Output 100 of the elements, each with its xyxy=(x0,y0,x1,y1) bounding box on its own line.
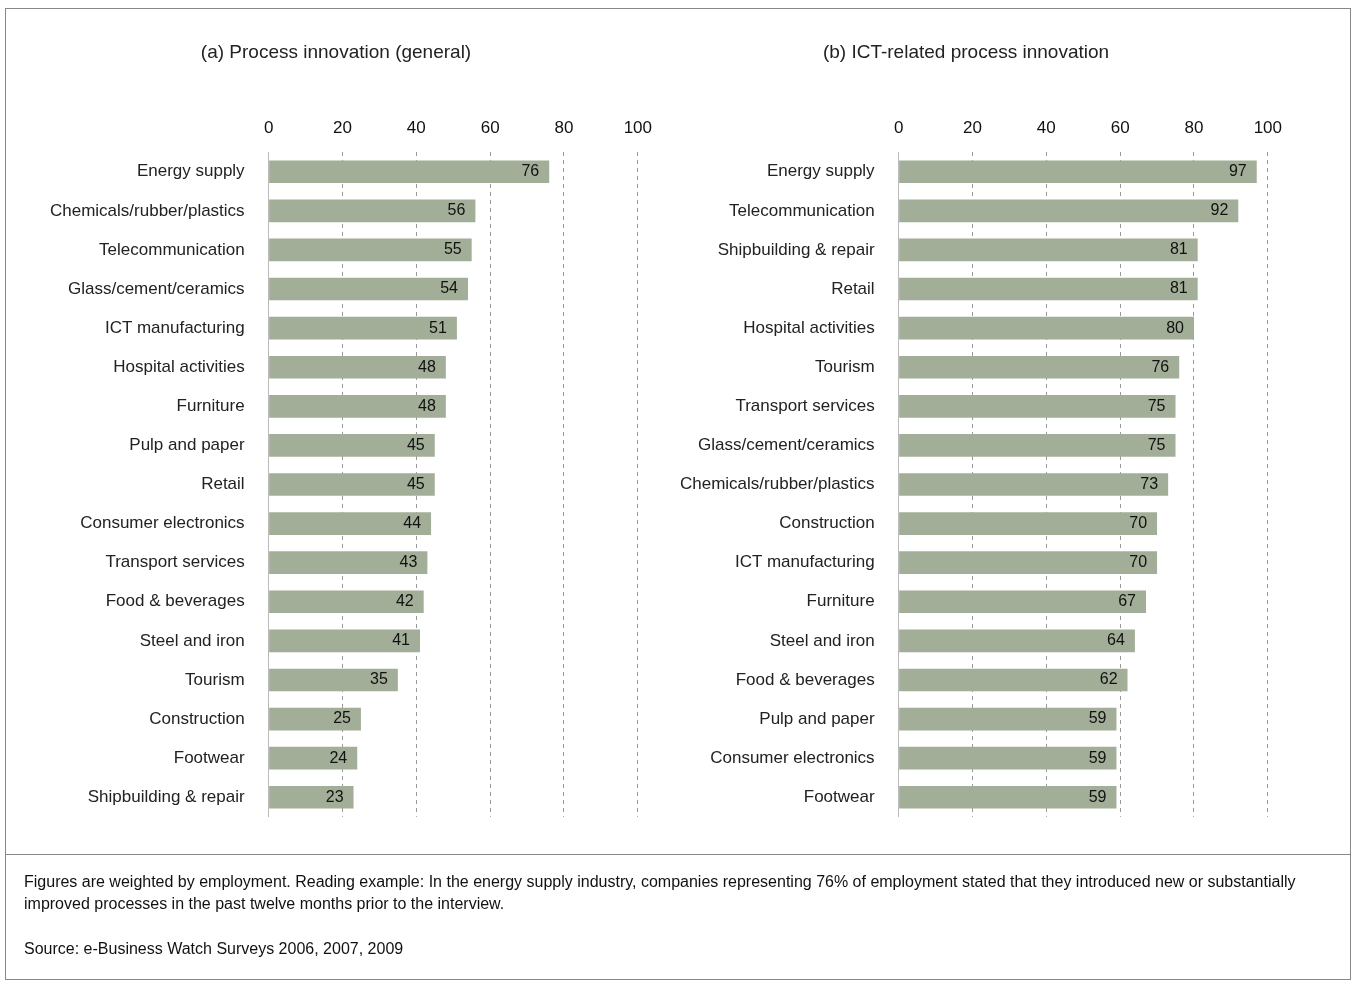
y-tick-label: Consumer electronics xyxy=(710,747,875,767)
data-label: 75 xyxy=(1147,435,1166,453)
y-tick-label: Shipbuilding & repair xyxy=(717,239,875,259)
y-tick-label: Transport services xyxy=(105,552,245,572)
y-tick-label: Food & beverages xyxy=(735,669,875,689)
bar xyxy=(269,316,457,340)
data-label: 80 xyxy=(1166,318,1185,336)
bar xyxy=(269,707,361,731)
data-label: 56 xyxy=(447,201,466,219)
y-tick-label: Energy supply xyxy=(136,161,246,181)
x-tick-label: 100 xyxy=(623,117,653,137)
bar xyxy=(269,785,354,809)
y-tick-label: Construction xyxy=(149,708,245,728)
y-tick-label: Retail xyxy=(201,474,245,494)
data-label: 70 xyxy=(1129,514,1148,531)
data-label: 45 xyxy=(406,474,425,492)
data-label: 73 xyxy=(1140,474,1159,492)
y-tick-label: ICT manufacturing xyxy=(105,317,245,337)
bar xyxy=(899,785,1117,809)
x-tick-label: 60 xyxy=(1110,117,1130,137)
data-label: 25 xyxy=(333,709,352,727)
bar xyxy=(269,394,446,418)
y-tick-label: Glass/cement/ceramics xyxy=(697,435,875,455)
bar xyxy=(899,512,1158,535)
data-label: 59 xyxy=(1088,787,1107,805)
bar xyxy=(899,355,1180,379)
data-label: 23 xyxy=(325,787,344,805)
data-label: 43 xyxy=(399,553,418,571)
data-label: 75 xyxy=(1147,396,1166,414)
bar xyxy=(269,473,435,496)
x-tick-label: 0 xyxy=(263,117,274,137)
data-label: 41 xyxy=(392,631,411,649)
y-tick-label: Chemicals/rubber/plastics xyxy=(679,474,875,494)
data-label: 59 xyxy=(1088,709,1107,727)
bar xyxy=(269,629,420,653)
bar xyxy=(899,160,1257,184)
y-tick-label: Tourism xyxy=(185,669,245,689)
data-label: 70 xyxy=(1129,553,1148,571)
y-tick-label: Telecommunication xyxy=(729,200,875,220)
data-label: 54 xyxy=(440,279,459,297)
y-tick-label: Furniture xyxy=(806,591,875,611)
y-tick-label: Hospital activities xyxy=(743,317,875,337)
bar xyxy=(899,473,1169,496)
y-tick-label: Steel and iron xyxy=(769,630,875,650)
x-tick-label: 20 xyxy=(333,117,352,137)
y-tick-label: Chemicals/rubber/plastics xyxy=(49,200,245,220)
y-tick-label: Telecommunication xyxy=(99,239,245,259)
y-tick-label: Steel and iron xyxy=(139,630,245,650)
x-tick-label: 60 xyxy=(480,117,500,137)
data-label: 62 xyxy=(1099,670,1118,688)
bar xyxy=(899,277,1198,301)
y-tick-label: Glass/cement/ceramics xyxy=(67,278,245,298)
data-label: 92 xyxy=(1210,201,1229,219)
x-tick-label: 40 xyxy=(1036,117,1056,137)
chart-title: (a) Process innovation (general) xyxy=(200,40,472,62)
bar xyxy=(899,238,1198,262)
data-label: 48 xyxy=(418,357,436,375)
data-label: 76 xyxy=(1151,357,1170,375)
data-label: 42 xyxy=(395,592,414,610)
x-tick-label: 20 xyxy=(963,117,982,137)
bar xyxy=(269,277,468,301)
y-tick-label: Shipbuilding & repair xyxy=(87,786,245,806)
y-tick-label: Construction xyxy=(779,513,875,533)
bar xyxy=(269,238,472,262)
y-tick-label: Footwear xyxy=(803,786,875,806)
y-tick-label: Transport services xyxy=(735,396,875,415)
bar xyxy=(269,199,476,223)
y-tick-label: Pulp and paper xyxy=(129,435,245,455)
bar xyxy=(899,590,1146,614)
bar xyxy=(899,316,1194,340)
data-label: 59 xyxy=(1088,748,1107,766)
data-label: 76 xyxy=(521,162,540,180)
chart-title: (b) ICT-related process innovation xyxy=(822,40,1110,62)
x-tick-label: 40 xyxy=(406,117,426,137)
bar xyxy=(899,629,1135,653)
y-tick-label: Energy supply xyxy=(766,161,876,181)
bar xyxy=(269,160,550,184)
data-label: 24 xyxy=(329,748,348,766)
data-label: 97 xyxy=(1228,162,1247,180)
bar xyxy=(269,551,428,575)
bar xyxy=(899,707,1117,731)
x-tick-label: 0 xyxy=(893,117,904,137)
bar xyxy=(899,394,1176,418)
bar xyxy=(269,434,435,457)
data-label: 55 xyxy=(443,240,462,258)
y-tick-label: Consumer electronics xyxy=(80,513,245,533)
y-tick-label: Furniture xyxy=(176,396,245,415)
x-tick-label: 80 xyxy=(554,117,574,137)
bar xyxy=(899,434,1176,457)
y-tick-label: ICT manufacturing xyxy=(735,552,875,572)
data-label: 44 xyxy=(403,514,422,531)
data-label: 35 xyxy=(370,670,388,688)
y-tick-label: Food & beverages xyxy=(105,591,245,611)
y-tick-label: Hospital activities xyxy=(113,356,245,376)
bar xyxy=(899,746,1117,770)
text: Figures are weighted by employment. Reading example: In the energy supply industry, companies representing 76% of employment stated that they introduced new or substantially improved processes in the past twelve months prior to the interview. xyxy=(24,872,1297,915)
data-label: 81 xyxy=(1169,240,1188,258)
bar xyxy=(899,668,1128,692)
y-tick-label: Footwear xyxy=(173,747,245,767)
data-label: 51 xyxy=(429,318,448,336)
